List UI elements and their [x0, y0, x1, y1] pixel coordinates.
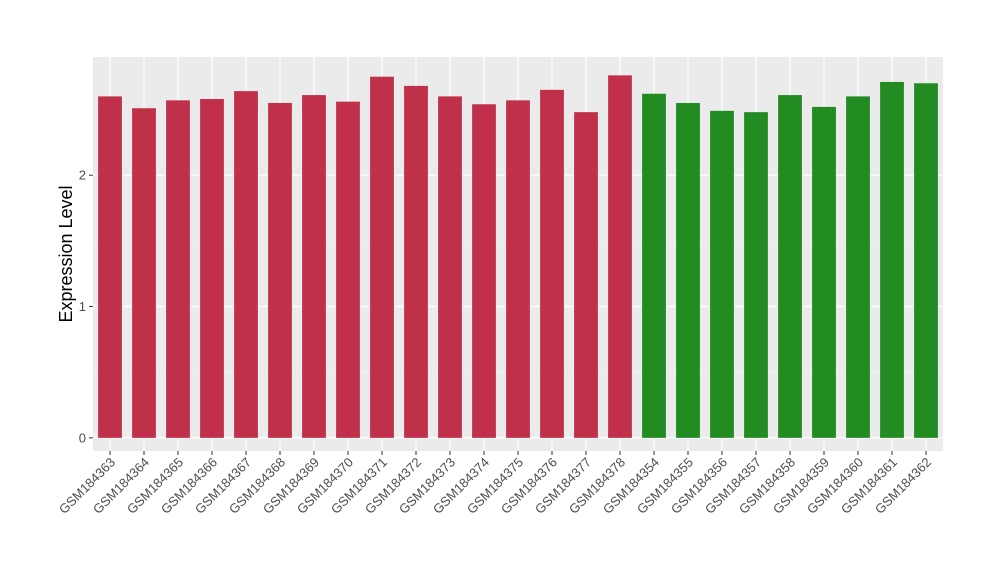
bar-GSM184371: [370, 76, 394, 438]
bar-GSM184361: [880, 81, 904, 438]
bar-GSM184376: [540, 89, 564, 438]
bar-GSM184375: [506, 100, 530, 438]
bar-GSM184369: [302, 95, 326, 438]
bar-GSM184378: [608, 75, 632, 438]
bar-GSM184356: [710, 110, 734, 438]
bars: [98, 75, 938, 438]
bar-GSM184359: [812, 106, 836, 438]
bar-GSM184358: [778, 95, 802, 438]
bar-GSM184367: [234, 91, 258, 438]
bar-GSM184370: [336, 101, 360, 438]
bar-GSM184373: [438, 96, 462, 438]
bar-GSM184374: [472, 104, 496, 438]
bar-GSM184354: [642, 93, 666, 438]
y-tick-label: 2: [79, 168, 86, 183]
y-tick-label: 1: [79, 299, 86, 314]
bar-GSM184355: [676, 102, 700, 438]
bar-GSM184366: [200, 99, 224, 438]
bar-GSM184372: [404, 85, 428, 438]
bar-GSM184357: [744, 112, 768, 438]
x-axis: GSM184363GSM184364GSM184365GSM184366GSM1…: [56, 451, 934, 517]
bar-GSM184377: [574, 112, 598, 438]
bar-GSM184362: [914, 83, 938, 438]
bar-GSM184363: [98, 96, 122, 438]
y-axis-title: Expression Level: [56, 185, 76, 322]
y-axis: 0 1 2: [79, 168, 93, 445]
bar-GSM184368: [268, 102, 292, 438]
y-tick-label: 0: [79, 430, 86, 445]
bar-GSM184364: [132, 108, 156, 438]
bar-GSM184360: [846, 96, 870, 438]
bar-GSM184365: [166, 100, 190, 438]
